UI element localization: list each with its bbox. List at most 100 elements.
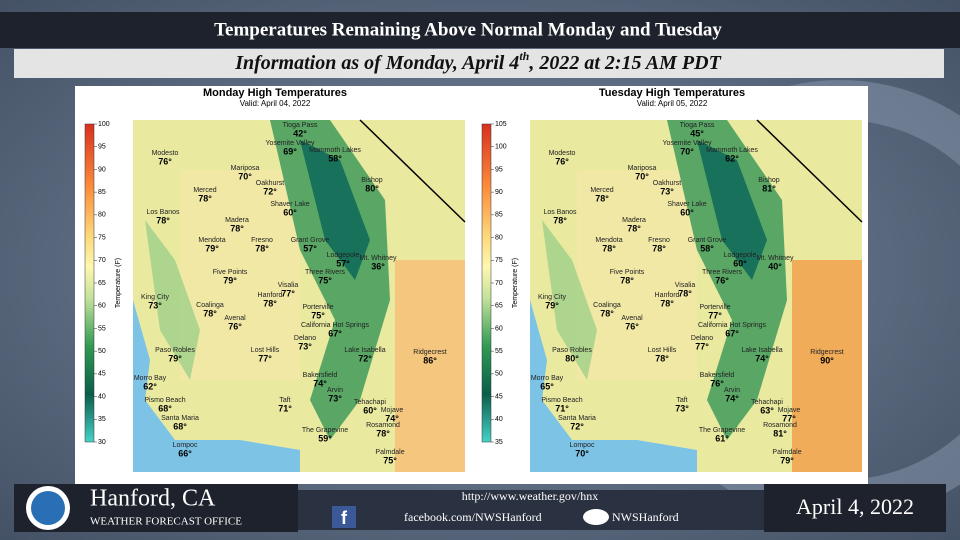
- colorbar-tick-label: 40: [98, 393, 106, 400]
- city-temp: 76°: [625, 321, 639, 331]
- city-temp: 76°: [715, 275, 729, 285]
- colorbar-tick-label: 80: [495, 234, 503, 241]
- city-name: Arvin: [327, 387, 343, 394]
- city-temp: 75°: [318, 275, 332, 285]
- map-boundary: [756, 119, 863, 223]
- city-name: Mendota: [198, 237, 225, 244]
- city-name: Mojave: [381, 407, 404, 414]
- colorbar-label: Temperature (F): [115, 258, 122, 308]
- twitter-link[interactable]: NWSHanford: [612, 510, 679, 524]
- city-name: Oakhurst: [653, 180, 681, 187]
- map-ocean: [530, 300, 697, 472]
- links-box: [298, 490, 764, 530]
- city-temp: 73°: [148, 300, 162, 310]
- city-name: Lodgepole: [327, 252, 360, 259]
- colorbar-tick-label: 100: [98, 121, 110, 128]
- city-name: Pismo Beach: [541, 397, 582, 404]
- title: Temperatures Remaining Above Normal Mond…: [214, 19, 722, 40]
- city-temp: 78°: [376, 428, 390, 438]
- city-temp: 72°: [263, 186, 277, 196]
- city-temp: 58°: [700, 243, 714, 253]
- map-valid: Valid: April 05, 2022: [637, 99, 708, 108]
- city-temp: 77°: [258, 353, 272, 363]
- city-temp: 62°: [143, 381, 157, 391]
- city-temp: 77°: [782, 413, 796, 423]
- date: April 4, 2022: [796, 494, 914, 519]
- colorbar-tick-label: 60: [495, 325, 503, 332]
- city-name: Avenal: [621, 315, 643, 322]
- city-temp: 61°: [715, 433, 729, 443]
- facebook-link[interactable]: facebook.com/NWSHanford: [404, 510, 542, 524]
- city-temp: 78°: [198, 193, 212, 203]
- city-name: Modesto: [152, 150, 179, 157]
- city-temp: 78°: [600, 308, 614, 318]
- city-name: Delano: [691, 335, 713, 342]
- city-temp: 81°: [773, 428, 787, 438]
- city-name: The Grapevine: [302, 427, 348, 434]
- city-name: Tioga Pass: [680, 122, 715, 129]
- city-temp: 40°: [768, 261, 782, 271]
- colorbar-tick-label: 55: [495, 348, 503, 355]
- city-name: Coalinga: [593, 302, 621, 309]
- city-temp: 72°: [570, 421, 584, 431]
- city-name: Three Rivers: [702, 269, 743, 276]
- city-temp: 73°: [298, 341, 312, 351]
- city-temp: 78°: [620, 275, 634, 285]
- city-temp: 78°: [602, 243, 616, 253]
- city-name: Ridgecrest: [413, 349, 447, 356]
- city-name: Oakhurst: [256, 180, 284, 187]
- city-name: Merced: [590, 187, 613, 194]
- city-name: Lodgepole: [724, 252, 757, 259]
- city-name: Mojave: [778, 407, 801, 414]
- city-name: Hanford: [655, 292, 680, 299]
- url[interactable]: http://www.weather.gov/hnx: [462, 489, 599, 503]
- city-temp: 75°: [383, 455, 397, 465]
- city-name: Paso Robles: [552, 347, 592, 354]
- city-name: Morro Bay: [134, 375, 167, 382]
- city-temp: 71°: [555, 403, 569, 413]
- city-name: Lompoc: [173, 442, 198, 449]
- city-name: King City: [538, 294, 567, 301]
- map-valid: Valid: April 04, 2022: [240, 99, 311, 108]
- city-temp: 42°: [293, 128, 307, 138]
- city-temp: 77°: [281, 288, 295, 298]
- city-name: Lake Isabella: [741, 347, 782, 354]
- city-name: Bakersfield: [700, 372, 735, 379]
- colorbar: [84, 123, 95, 443]
- city-name: King City: [141, 294, 170, 301]
- colorbar-tick-label: 40: [495, 416, 503, 423]
- nws-logo-inner: [31, 491, 65, 525]
- colorbar-tick-label: 65: [98, 280, 106, 287]
- colorbar-tick-label: 70: [98, 257, 106, 264]
- city-temp: 57°: [303, 243, 317, 253]
- city-name: Fresno: [648, 237, 670, 244]
- city-name: Taft: [676, 397, 687, 404]
- city-name: Porterville: [302, 304, 333, 311]
- city-temp: 58°: [328, 153, 342, 163]
- office-name: Hanford, CA: [90, 486, 216, 512]
- map-title: Tuesday High Temperatures: [599, 87, 745, 99]
- map-valley: [577, 170, 697, 380]
- city-temp: 76°: [710, 378, 724, 388]
- city-name: Madera: [225, 217, 249, 224]
- city-temp: 76°: [555, 156, 569, 166]
- twitter-icon: [583, 509, 609, 525]
- map-desert: [792, 260, 862, 472]
- city-temp: 36°: [371, 261, 385, 271]
- title-bar: [0, 12, 960, 48]
- city-name: Coalinga: [196, 302, 224, 309]
- city-temp: 67°: [328, 328, 342, 338]
- city-temp: 65°: [540, 381, 554, 391]
- colorbar-tick-label: 95: [495, 166, 503, 173]
- city-temp: 79°: [205, 243, 219, 253]
- city-name: California Hot Springs: [301, 322, 370, 329]
- city-name: Grant Grove: [688, 237, 727, 244]
- colorbar-tick-label: 85: [495, 212, 503, 219]
- city-name: Lost Hills: [251, 347, 280, 354]
- city-name: Arvin: [724, 387, 740, 394]
- city-temp: 78°: [655, 353, 669, 363]
- colorbar-tick-label: 60: [98, 303, 106, 310]
- city-name: Mendota: [595, 237, 622, 244]
- city-temp: 45°: [690, 128, 704, 138]
